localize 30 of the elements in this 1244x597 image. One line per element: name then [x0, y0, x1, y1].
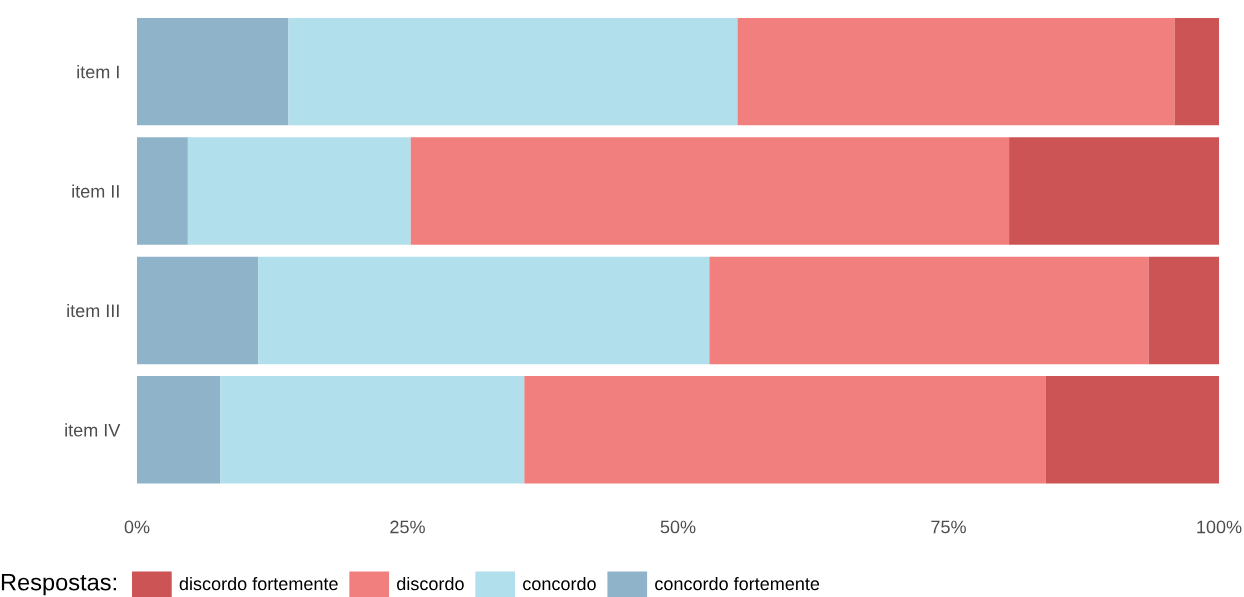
legend-title: Respostas: [1, 574, 116, 596]
y-tick-label: item IV [65, 423, 121, 437]
bar [1148, 256, 1219, 365]
legend-label: concordo fortemente [655, 576, 820, 591]
bar [1174, 17, 1219, 126]
bar [709, 256, 1149, 365]
x-tick-label: 75% [931, 520, 966, 534]
bar [737, 17, 1175, 126]
y-tick-label: item III [67, 303, 119, 318]
bar [1009, 137, 1219, 245]
bar [288, 17, 738, 126]
x-tick-label: 100% [1197, 520, 1242, 534]
x-tick-label: 50% [660, 520, 696, 534]
bar [137, 376, 221, 484]
bar [187, 137, 411, 245]
bar [137, 256, 259, 365]
bar [137, 17, 289, 126]
bar [524, 376, 1046, 484]
bar [1045, 376, 1219, 484]
y-tick-label: item II [72, 184, 119, 198]
bar [258, 256, 710, 365]
y-tick-label: item I [77, 65, 119, 79]
legend-label: concordo [523, 576, 596, 591]
x-tick-label: 25% [390, 520, 425, 534]
legend-label: discordo [397, 576, 464, 591]
bar [137, 137, 188, 245]
x-tick-label: 0% [124, 520, 150, 534]
bar [220, 376, 525, 484]
bar [410, 137, 1010, 245]
legend-label: discordo fortemente [179, 576, 338, 591]
